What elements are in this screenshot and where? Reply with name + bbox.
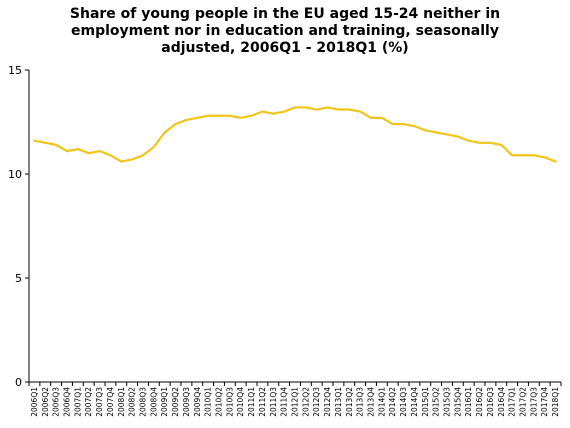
x-tick-label: 2016Q1 xyxy=(464,387,473,417)
x-tick-labels: 2006Q1 2006Q2 2006Q3 2006Q4 2007Q1 2007Q2 2007… xyxy=(30,387,560,417)
x-tick-label: 2006Q3 xyxy=(52,387,61,417)
chart-title-line: adjusted, 2006Q1 - 2018Q1 (%) xyxy=(161,40,409,56)
x-tick-label: 2012Q2 xyxy=(301,387,310,417)
x-tick-label: 2012Q3 xyxy=(312,387,321,417)
y-tick-label: 5 xyxy=(15,272,22,285)
x-tick-label: 2009Q3 xyxy=(182,387,191,417)
x-tick-label: 2017Q4 xyxy=(540,387,549,417)
series-line xyxy=(33,106,557,163)
x-tick-label: 2011Q2 xyxy=(258,387,267,417)
x-tick-label: 2010Q4 xyxy=(236,387,245,417)
x-tick-label: 2008Q1 xyxy=(117,387,126,417)
x-tick-label: 2018Q1 xyxy=(551,387,560,417)
x-tick-label: 2011Q1 xyxy=(247,387,256,417)
x-tick-label: 2007Q1 xyxy=(73,387,82,417)
x-tick-label: 2010Q3 xyxy=(225,387,234,417)
x-tick-label: 2010Q2 xyxy=(215,387,224,417)
x-tick-label: 2008Q3 xyxy=(139,387,148,417)
x-tick-label: 2011Q3 xyxy=(269,387,278,417)
x-tick-label: 2014Q3 xyxy=(399,387,408,417)
x-tick-label: 2006Q4 xyxy=(63,387,72,417)
x-tick-label: 2006Q2 xyxy=(41,387,50,417)
y-tick-label: 10 xyxy=(8,168,22,181)
x-tick-label: 2015Q4 xyxy=(453,387,462,417)
x-tick-label: 2007Q4 xyxy=(106,387,115,417)
y-tick-labels: 0 5 10 15 xyxy=(8,64,22,389)
x-tick-label: 2016Q4 xyxy=(497,387,506,417)
x-tick-label: 2008Q2 xyxy=(128,387,137,417)
x-tick-label: 2017Q3 xyxy=(529,387,538,417)
x-tick-label: 2017Q1 xyxy=(508,387,517,417)
chart-title-line: Share of young people in the EU aged 15-… xyxy=(69,6,501,22)
x-tick-label: 2014Q2 xyxy=(388,387,397,417)
x-tick-label: 2016Q3 xyxy=(486,387,495,417)
x-tick-label: 2008Q4 xyxy=(149,387,158,417)
chart-title: Share of young people in the EU aged 15-… xyxy=(0,6,570,57)
x-tick-label: 2007Q3 xyxy=(95,387,104,417)
chart-title-line: employment nor in education and training… xyxy=(71,23,499,39)
x-tick-label: 2012Q4 xyxy=(323,387,332,417)
x-tick-label: 2013Q1 xyxy=(334,387,343,417)
x-tick-label: 2013Q4 xyxy=(367,387,376,417)
x-tick-label: 2013Q2 xyxy=(345,387,354,417)
x-tick-label: 2015Q3 xyxy=(443,387,452,417)
x-tick-label: 2015Q2 xyxy=(432,387,441,417)
x-tick-label: 2011Q4 xyxy=(280,387,289,417)
series-layer xyxy=(33,106,557,163)
x-tick-label: 2009Q4 xyxy=(193,387,202,417)
x-tick-label: 2009Q2 xyxy=(171,387,180,417)
x-tick-label: 2013Q3 xyxy=(356,387,365,417)
y-tick-label: 15 xyxy=(8,64,22,77)
x-tick-label: 2016Q2 xyxy=(475,387,484,417)
axes xyxy=(25,69,562,386)
x-tick-label: 2006Q1 xyxy=(30,387,39,417)
x-tick-label: 2015Q1 xyxy=(421,387,430,417)
x-tick-label: 2012Q1 xyxy=(291,387,300,417)
x-tick-label: 2014Q4 xyxy=(410,387,419,417)
x-tick-label: 2009Q1 xyxy=(160,387,169,417)
y-tick-label: 0 xyxy=(15,376,22,389)
x-tick-label: 2010Q1 xyxy=(204,387,213,417)
x-tick-label: 2014Q1 xyxy=(377,387,386,417)
x-tick-label: 2017Q2 xyxy=(519,387,528,417)
x-tick-label: 2007Q2 xyxy=(84,387,93,417)
